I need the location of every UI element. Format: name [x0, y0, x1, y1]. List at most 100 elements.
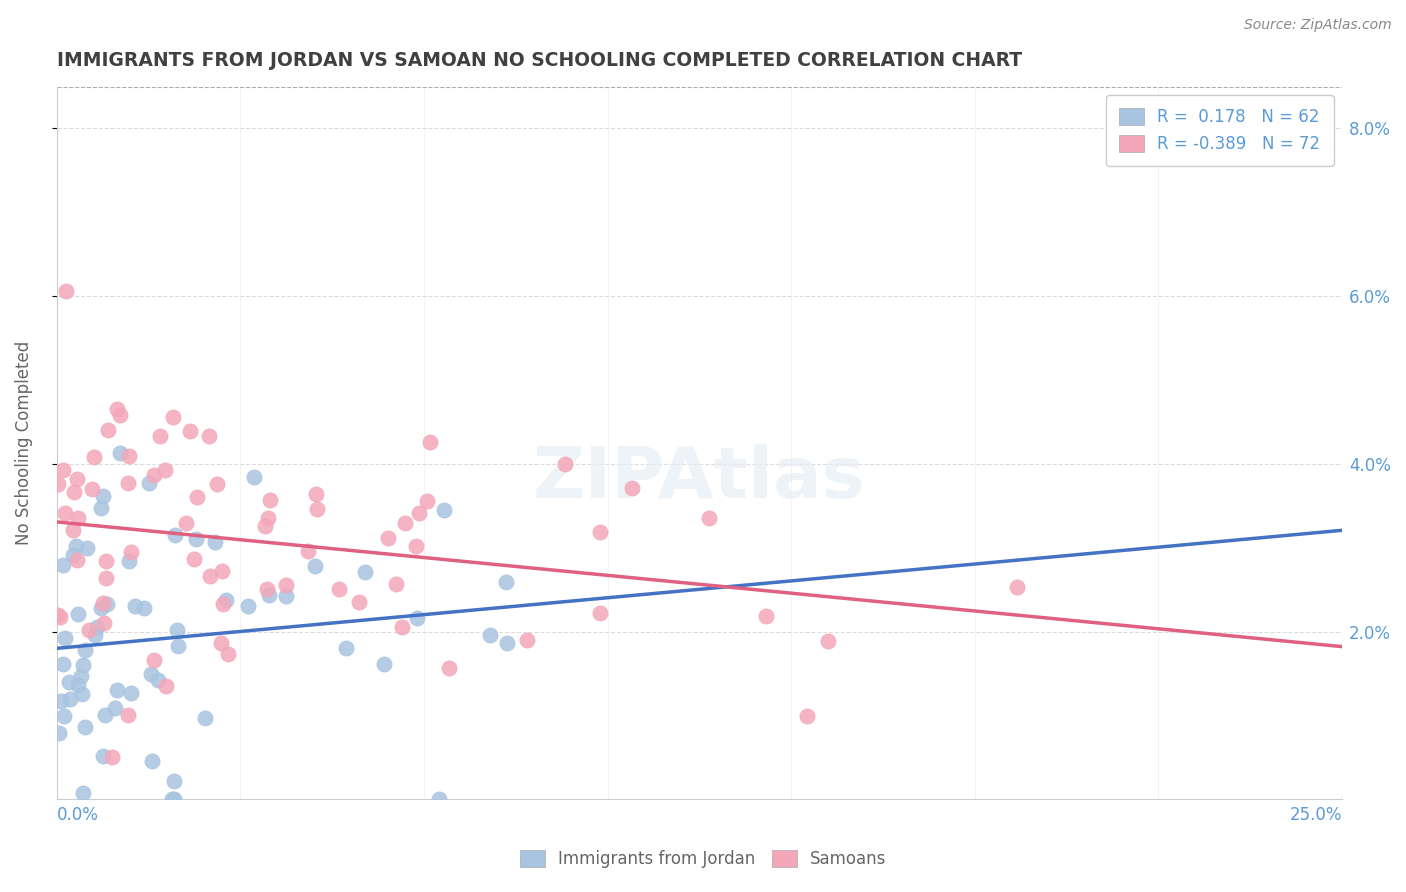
Samoans [385, 577, 408, 591]
Immigrants from Jordan [86, 620, 108, 634]
Samoans [179, 424, 201, 438]
Immigrants from Jordan [354, 565, 377, 579]
Samoans [183, 551, 205, 566]
Immigrants from Jordan [134, 601, 156, 615]
Samoans [174, 516, 197, 530]
Samoans [304, 487, 326, 501]
Samoans [117, 708, 139, 723]
Samoans [394, 516, 416, 530]
Samoans [405, 539, 427, 553]
Immigrants from Jordan [432, 503, 454, 517]
Samoans [49, 609, 72, 624]
Immigrants from Jordan [91, 748, 114, 763]
Immigrants from Jordan [427, 792, 450, 806]
Samoans [274, 577, 297, 591]
Immigrants from Jordan [104, 701, 127, 715]
Samoans [198, 568, 221, 582]
Immigrants from Jordan [141, 754, 163, 768]
Text: IMMIGRANTS FROM JORDAN VS SAMOAN NO SCHOOLING COMPLETED CORRELATION CHART: IMMIGRANTS FROM JORDAN VS SAMOAN NO SCHO… [56, 51, 1022, 70]
Samoans [516, 632, 538, 647]
Immigrants from Jordan [75, 642, 97, 657]
Immigrants from Jordan [163, 792, 186, 806]
Immigrants from Jordan [243, 470, 266, 484]
Samoans [256, 511, 278, 525]
Samoans [589, 524, 612, 539]
Immigrants from Jordan [90, 601, 112, 615]
Immigrants from Jordan [53, 709, 76, 723]
Samoans [328, 582, 350, 596]
Samoans [46, 608, 69, 623]
Immigrants from Jordan [108, 446, 131, 460]
Immigrants from Jordan [84, 628, 107, 642]
Samoans [817, 634, 839, 648]
Immigrants from Jordan [276, 589, 298, 603]
Samoans [253, 518, 276, 533]
Immigrants from Jordan [72, 688, 94, 702]
Samoans [143, 467, 166, 482]
Immigrants from Jordan [76, 541, 98, 555]
Immigrants from Jordan [124, 599, 146, 613]
Samoans [83, 450, 105, 465]
Samoans [77, 623, 100, 637]
Samoans [52, 463, 75, 477]
Text: Source: ZipAtlas.com: Source: ZipAtlas.com [1244, 18, 1392, 32]
Samoans [66, 552, 89, 566]
Samoans [100, 750, 122, 764]
Immigrants from Jordan [48, 725, 70, 739]
Immigrants from Jordan [238, 599, 260, 614]
Samoans [46, 477, 69, 491]
Samoans [55, 284, 77, 298]
Samoans [408, 506, 430, 520]
Immigrants from Jordan [138, 476, 160, 491]
Immigrants from Jordan [406, 611, 429, 625]
Immigrants from Jordan [72, 657, 94, 672]
Immigrants from Jordan [118, 554, 141, 568]
Immigrants from Jordan [215, 593, 238, 607]
Immigrants from Jordan [139, 666, 162, 681]
Immigrants from Jordan [495, 574, 517, 589]
Samoans [94, 571, 117, 585]
Immigrants from Jordan [166, 623, 188, 637]
Y-axis label: No Schooling Completed: No Schooling Completed [15, 341, 32, 545]
Samoans [419, 434, 441, 449]
Samoans [217, 647, 239, 661]
Samoans [259, 492, 281, 507]
Immigrants from Jordan [373, 657, 395, 671]
Legend: R =  0.178   N = 62, R = -0.389   N = 72: R = 0.178 N = 62, R = -0.389 N = 72 [1105, 95, 1334, 166]
Samoans [120, 545, 142, 559]
Samoans [117, 476, 139, 491]
Samoans [93, 596, 115, 610]
Samoans [149, 429, 172, 443]
Samoans [105, 401, 128, 416]
Samoans [209, 636, 232, 650]
Immigrants from Jordan [163, 528, 186, 542]
Immigrants from Jordan [58, 674, 80, 689]
Samoans [347, 595, 370, 609]
Samoans [82, 482, 104, 496]
Immigrants from Jordan [69, 669, 91, 683]
Immigrants from Jordan [96, 597, 118, 611]
Immigrants from Jordan [51, 657, 73, 672]
Immigrants from Jordan [496, 636, 519, 650]
Text: ZIPAtlas: ZIPAtlas [533, 444, 866, 513]
Samoans [198, 429, 221, 443]
Samoans [297, 543, 319, 558]
Samoans [143, 653, 166, 667]
Text: 0.0%: 0.0% [56, 805, 98, 823]
Samoans [118, 449, 141, 463]
Samoans [207, 476, 229, 491]
Samoans [256, 582, 278, 596]
Samoans [97, 424, 120, 438]
Immigrants from Jordan [186, 533, 208, 547]
Immigrants from Jordan [148, 673, 170, 687]
Samoans [55, 506, 77, 520]
Immigrants from Jordan [160, 792, 183, 806]
Immigrants from Jordan [67, 678, 90, 692]
Samoans [211, 565, 233, 579]
Samoans [796, 708, 818, 723]
Samoans [621, 481, 644, 495]
Samoans [307, 502, 329, 516]
Samoans [377, 531, 399, 545]
Samoans [755, 608, 778, 623]
Samoans [391, 620, 413, 634]
